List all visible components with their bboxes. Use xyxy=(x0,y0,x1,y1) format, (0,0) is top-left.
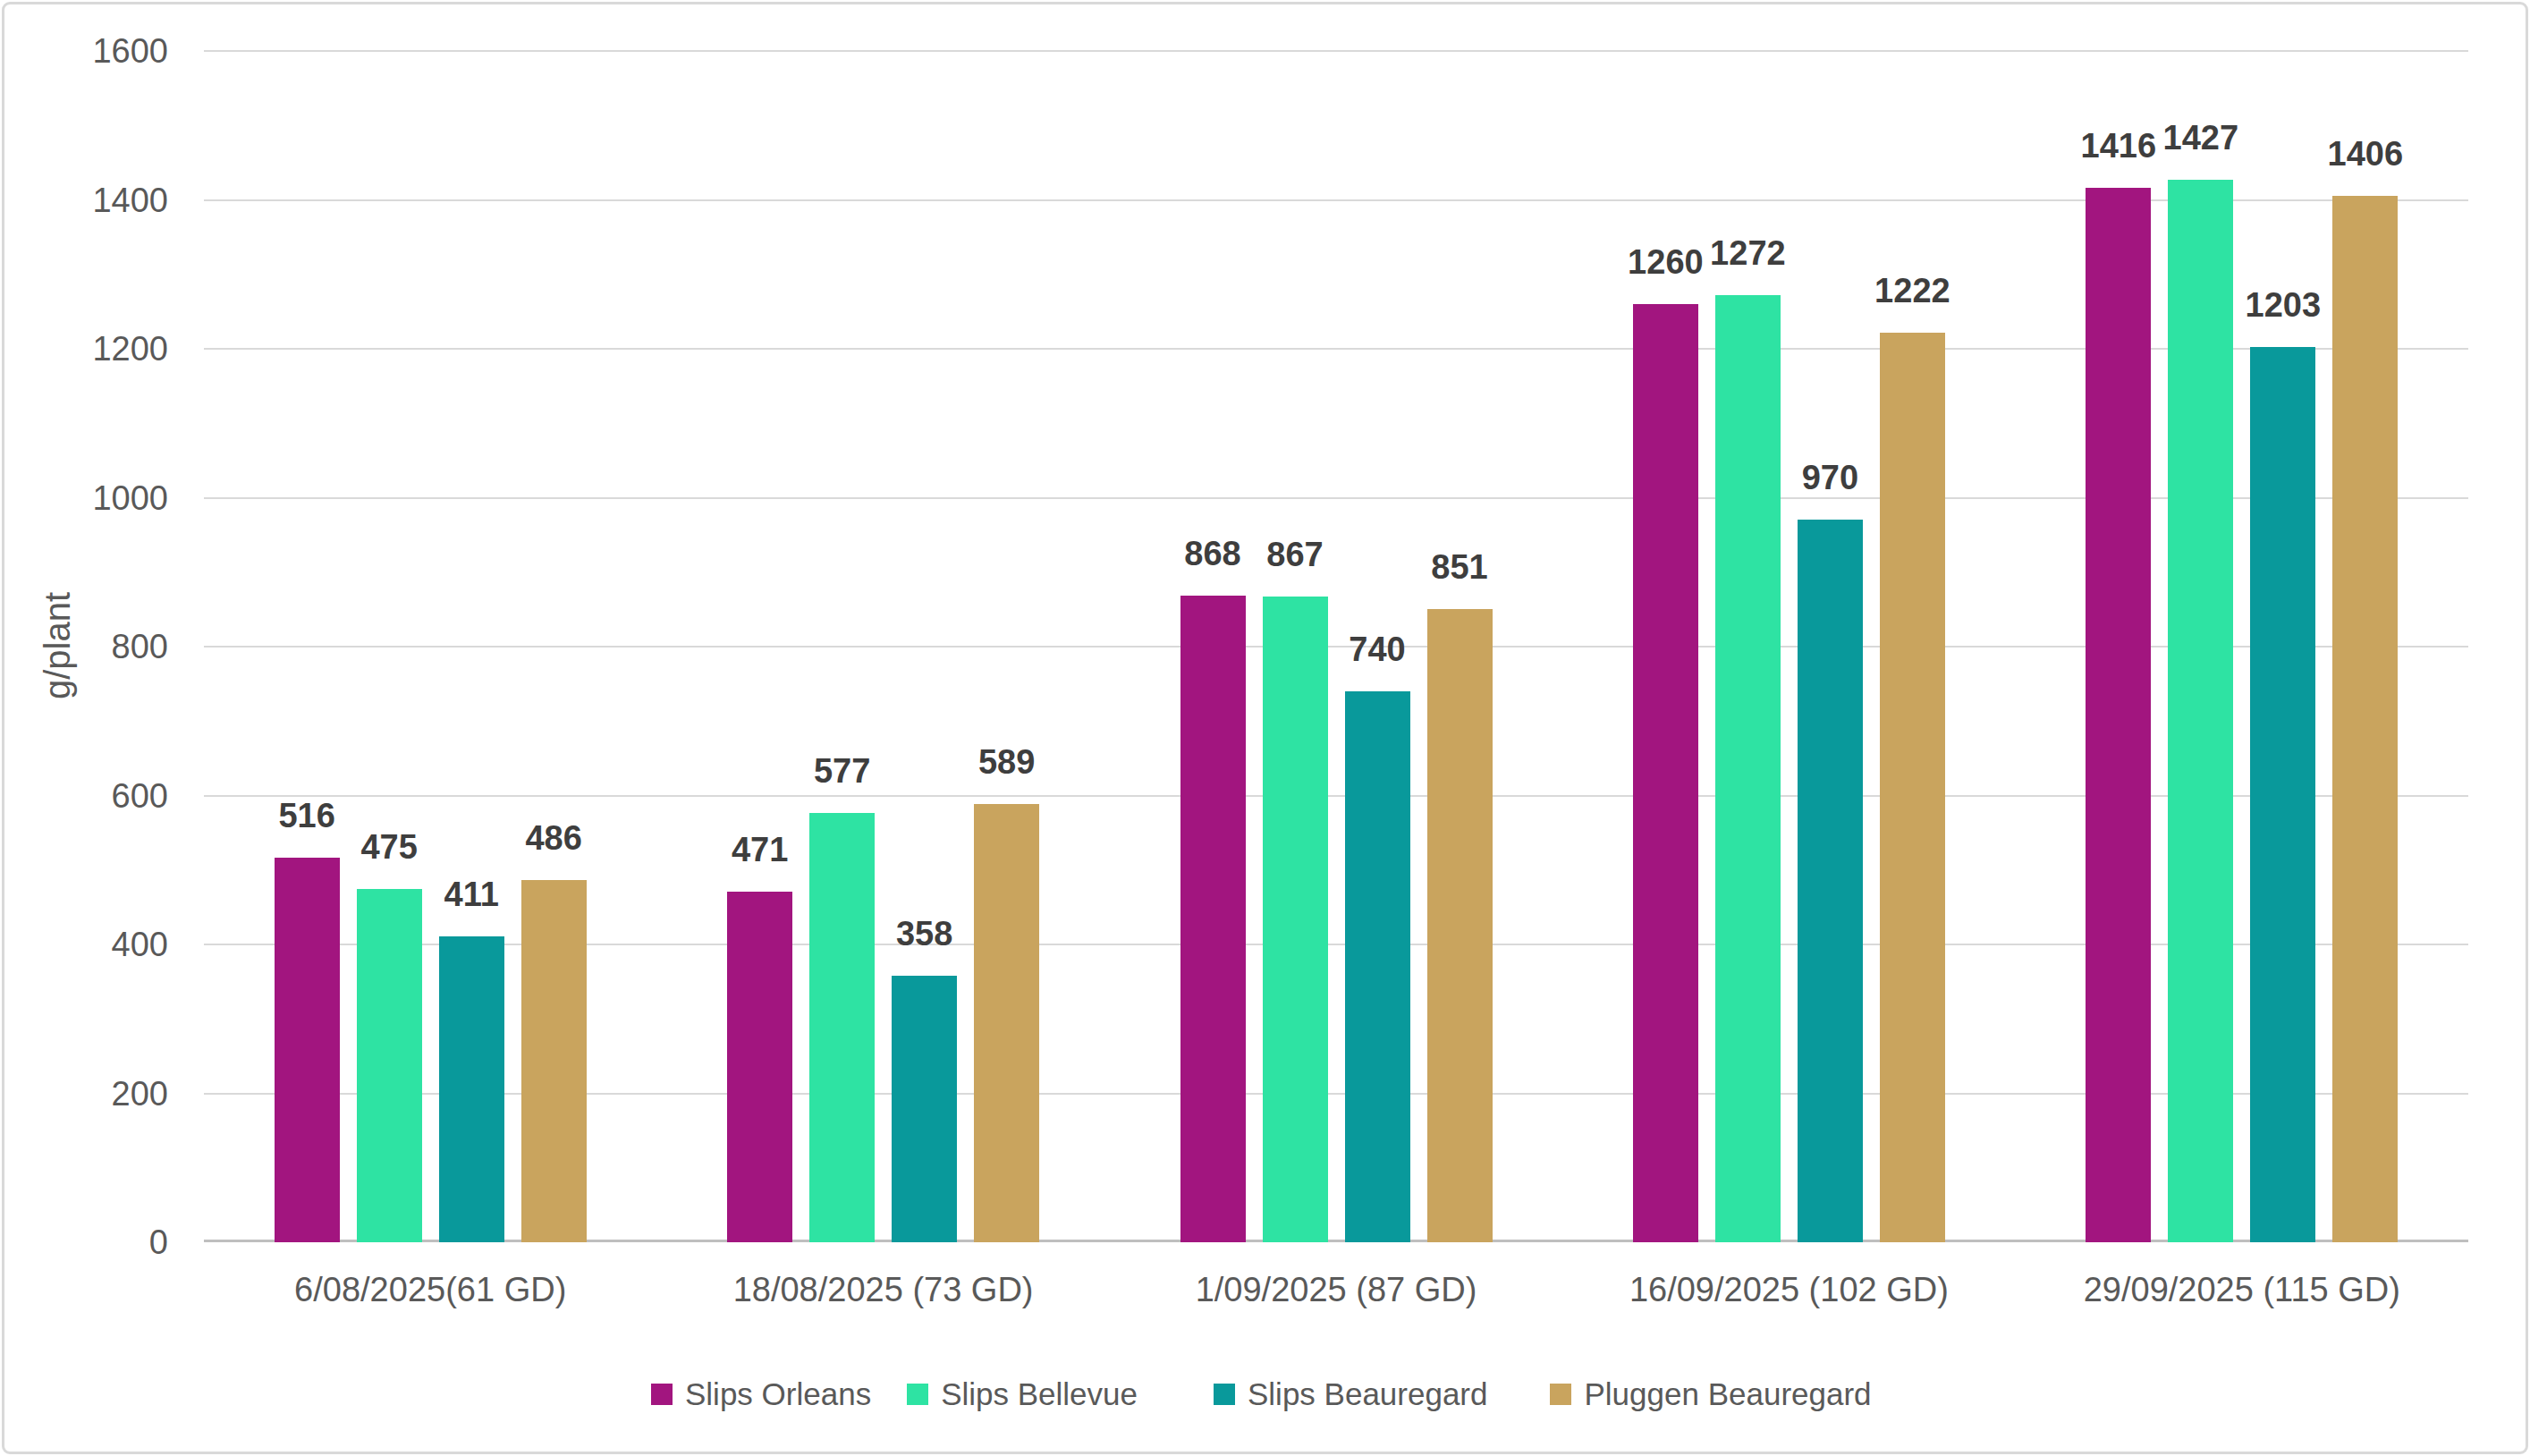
data-label: 867 xyxy=(1209,535,1382,574)
bar-pluggen-beauregard xyxy=(1880,333,1945,1242)
data-label: 577 xyxy=(756,751,928,791)
legend-item-slips-beauregard: Slips Beauregard xyxy=(1214,1376,1488,1412)
bar-slips-beauregard xyxy=(439,936,504,1242)
x-axis-category-label: 29/09/2025 (115 GD) xyxy=(2010,1270,2475,1309)
bar-slips-orleans xyxy=(1180,596,1246,1242)
legend-item-slips-bellevue: Slips Bellevue xyxy=(907,1376,1138,1412)
data-label: 1222 xyxy=(1826,271,1999,310)
y-axis-tick-label: 1200 xyxy=(25,329,168,368)
bar-slips-bellevue xyxy=(2168,180,2233,1242)
y-axis-title-text: g/plant xyxy=(38,592,78,699)
y-axis-tick-label: 400 xyxy=(25,925,168,964)
bar-slips-bellevue xyxy=(357,889,422,1242)
x-axis-category-label: 1/09/2025 (87 GD) xyxy=(1104,1270,1569,1309)
bar-slips-orleans xyxy=(2086,188,2151,1242)
legend-marker xyxy=(907,1384,928,1405)
legend-item-pluggen-beauregard: Pluggen Beauregard xyxy=(1550,1376,1871,1412)
bar-slips-beauregard xyxy=(892,976,957,1242)
bar-slips-bellevue xyxy=(1715,295,1781,1242)
legend-item-slips-orleans: Slips Orleans xyxy=(651,1376,871,1412)
legend-label: Slips Orleans xyxy=(685,1376,871,1412)
legend-marker xyxy=(1550,1384,1571,1405)
data-label: 1427 xyxy=(2114,118,2287,157)
y-axis-tick-label: 0 xyxy=(25,1223,168,1262)
bar-slips-orleans xyxy=(1633,304,1698,1242)
bar-pluggen-beauregard xyxy=(974,804,1039,1242)
legend-label: Slips Beauregard xyxy=(1248,1376,1488,1412)
data-label: 486 xyxy=(468,818,640,858)
bar-pluggen-beauregard xyxy=(1427,609,1493,1242)
bar-slips-beauregard xyxy=(1345,691,1410,1242)
y-axis-tick-label: 1600 xyxy=(25,31,168,71)
bar-slips-orleans xyxy=(275,858,340,1242)
bar-slips-bellevue xyxy=(809,813,875,1242)
x-axis-category-label: 6/08/2025(61 GD) xyxy=(198,1270,663,1309)
bar-slips-beauregard xyxy=(1798,520,1863,1242)
x-axis-category-label: 16/09/2025 (102 GD) xyxy=(1556,1270,2021,1309)
legend-label: Slips Bellevue xyxy=(941,1376,1138,1412)
y-axis-tick-label: 200 xyxy=(25,1074,168,1113)
y-axis-tick-label: 600 xyxy=(25,776,168,816)
legend-marker xyxy=(1214,1384,1235,1405)
data-label: 1272 xyxy=(1662,233,1834,273)
gridline xyxy=(204,50,2468,52)
y-axis-tick-label: 1400 xyxy=(25,181,168,220)
bar-pluggen-beauregard xyxy=(521,880,587,1242)
legend-marker xyxy=(651,1384,673,1405)
data-label: 589 xyxy=(920,742,1093,782)
data-label: 851 xyxy=(1374,547,1546,587)
legend: Slips Orleans Slips Bellevue Slips Beaureg… xyxy=(651,1376,1872,1412)
data-label: 475 xyxy=(303,827,476,867)
bar-slips-beauregard xyxy=(2250,347,2315,1242)
x-axis-category-label: 18/08/2025 (73 GD) xyxy=(651,1270,1116,1309)
bar-pluggen-beauregard xyxy=(2332,196,2398,1242)
data-label: 1406 xyxy=(2279,134,2451,174)
bar-slips-bellevue xyxy=(1263,597,1328,1242)
bar-slips-orleans xyxy=(727,892,792,1242)
y-axis-tick-label: 1000 xyxy=(25,478,168,518)
legend-label: Pluggen Beauregard xyxy=(1584,1376,1871,1412)
